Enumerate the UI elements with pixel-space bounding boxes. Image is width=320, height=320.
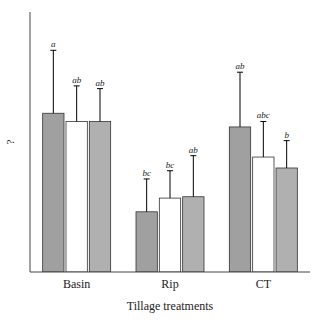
plot-area bbox=[43, 50, 298, 272]
annotation: b bbox=[284, 130, 289, 140]
chart: abcababbcabcababbBasinRipCTTillage treat… bbox=[0, 0, 320, 320]
x-tick-label: Basin bbox=[63, 277, 90, 291]
error-bar bbox=[190, 156, 196, 197]
x-tick-label: CT bbox=[256, 277, 272, 291]
annotation: ab bbox=[96, 78, 106, 88]
bar bbox=[229, 127, 250, 272]
bar bbox=[159, 198, 180, 272]
bar bbox=[276, 168, 297, 272]
x-tick-label: Rip bbox=[161, 277, 178, 291]
error-bar bbox=[144, 179, 150, 212]
x-axis-label: Tillage treatments bbox=[127, 299, 214, 313]
annotation: ab bbox=[189, 145, 199, 155]
error-bar bbox=[97, 89, 103, 122]
bar bbox=[43, 113, 64, 272]
y-axis-label: ? bbox=[4, 139, 16, 144]
bar bbox=[253, 157, 274, 272]
annotation: ab bbox=[236, 61, 246, 71]
labels: abcababbcabcababb bbox=[51, 39, 289, 178]
error-bar bbox=[284, 141, 290, 168]
annotation: a bbox=[51, 39, 56, 49]
error-bar bbox=[260, 121, 266, 157]
error-bar bbox=[237, 72, 243, 127]
annotation: abc bbox=[257, 110, 270, 120]
annotation: ab bbox=[72, 75, 82, 85]
error-bar bbox=[50, 50, 56, 113]
bar bbox=[66, 121, 87, 272]
y-axis bbox=[30, 12, 31, 272]
bar bbox=[183, 197, 204, 272]
x-axis bbox=[30, 272, 310, 273]
error-bar bbox=[74, 86, 80, 122]
annotation: bc bbox=[166, 160, 175, 170]
bar bbox=[136, 212, 157, 272]
bar bbox=[89, 121, 110, 272]
annotation: bc bbox=[142, 168, 151, 178]
error-bar bbox=[167, 171, 173, 198]
